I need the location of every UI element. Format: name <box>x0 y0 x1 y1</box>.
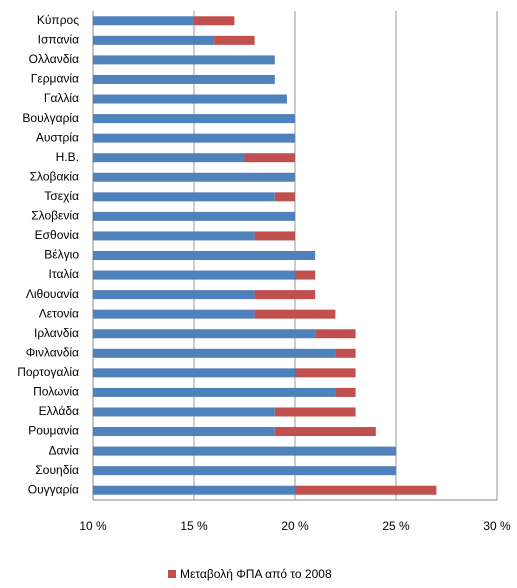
bar-segment <box>93 55 275 65</box>
y-tick-label: Πορτογαλία <box>17 365 79 379</box>
y-tick-label: Σουηδία <box>35 463 79 477</box>
bar-segment <box>244 153 295 163</box>
x-tick-label: 25 % <box>382 519 410 533</box>
y-tick-label: Γερμανία <box>31 72 79 86</box>
bar-segment <box>274 427 376 437</box>
bar-segment <box>93 290 255 300</box>
bar-segment <box>93 368 295 378</box>
bar-segment <box>274 407 356 417</box>
bar-segment <box>93 114 295 124</box>
bar-segment <box>254 231 295 241</box>
y-tick-label: Λετονία <box>39 306 79 320</box>
y-tick-label: Κύπρος <box>37 13 79 27</box>
y-tick-label: Γαλλία <box>44 91 79 105</box>
y-tick-label: Τσεχία <box>44 189 79 203</box>
y-tick-label: Λιθουανία <box>26 287 79 301</box>
bar-segment <box>93 231 255 241</box>
bar-segment <box>335 348 356 358</box>
y-tick-label: Φινλανδία <box>26 345 79 359</box>
bar-segment <box>93 153 245 163</box>
y-tick-label: Πολωνία <box>33 385 79 399</box>
bar-segment <box>315 329 356 339</box>
bar-segment <box>93 74 275 84</box>
bar-segment <box>93 192 275 202</box>
bar-segment <box>93 485 295 495</box>
bar-segment <box>295 485 437 495</box>
x-tick-label: 20 % <box>281 519 309 533</box>
y-tick-label: Δανία <box>48 443 79 457</box>
bar-segment <box>93 407 275 417</box>
y-tick-label: Ιρλανδία <box>34 326 79 340</box>
bar-segment <box>93 348 336 358</box>
legend-swatch <box>168 570 176 578</box>
y-tick-label: Σλοβενία <box>31 209 79 223</box>
y-tick-label: Αυστρία <box>36 130 79 144</box>
bar-segment <box>274 192 295 202</box>
bar-segment <box>214 35 255 45</box>
bar-segment <box>295 368 356 378</box>
bar-segment <box>254 290 316 300</box>
bar-segment <box>93 94 287 104</box>
y-tick-label: Ουγγαρία <box>28 482 79 496</box>
bar-segment <box>93 172 295 182</box>
x-tick-label: 30 % <box>483 519 511 533</box>
bar-segment <box>93 270 295 280</box>
bar-segment <box>93 211 295 221</box>
bar-segment <box>93 329 316 339</box>
y-tick-label: Σλοβακία <box>30 169 79 183</box>
y-tick-label: Βέλγιο <box>44 248 79 262</box>
bar-segment <box>93 251 316 260</box>
bar-segment <box>93 446 396 456</box>
bar-segment <box>93 35 215 45</box>
bar-segment <box>93 16 194 26</box>
y-tick-label: Η.Β. <box>56 150 79 164</box>
bar-segment <box>194 16 235 26</box>
y-tick-label: Ισπανία <box>38 33 79 47</box>
bar-segment <box>93 466 396 476</box>
y-tick-label: Ρουμανία <box>28 424 79 438</box>
bar-segment <box>295 270 316 280</box>
bar-segment <box>93 387 336 397</box>
legend-label: Μεταβολή ΦΠΑ από το 2008 <box>180 567 332 581</box>
y-tick-label: Ελλάδα <box>39 404 79 418</box>
bar-segment <box>335 387 356 397</box>
bar-segment <box>93 309 255 319</box>
y-tick-label: Εσθονία <box>35 228 79 242</box>
bar-segment <box>93 133 295 143</box>
y-tick-label: Ολλανδία <box>29 52 79 66</box>
x-tick-label: 10 % <box>79 519 107 533</box>
bar-segment <box>254 309 336 319</box>
y-tick-label: Ιταλία <box>49 267 80 281</box>
bar-segment <box>93 427 275 437</box>
y-tick-label: Βουλγαρία <box>22 111 79 125</box>
x-tick-label: 15 % <box>180 519 208 533</box>
